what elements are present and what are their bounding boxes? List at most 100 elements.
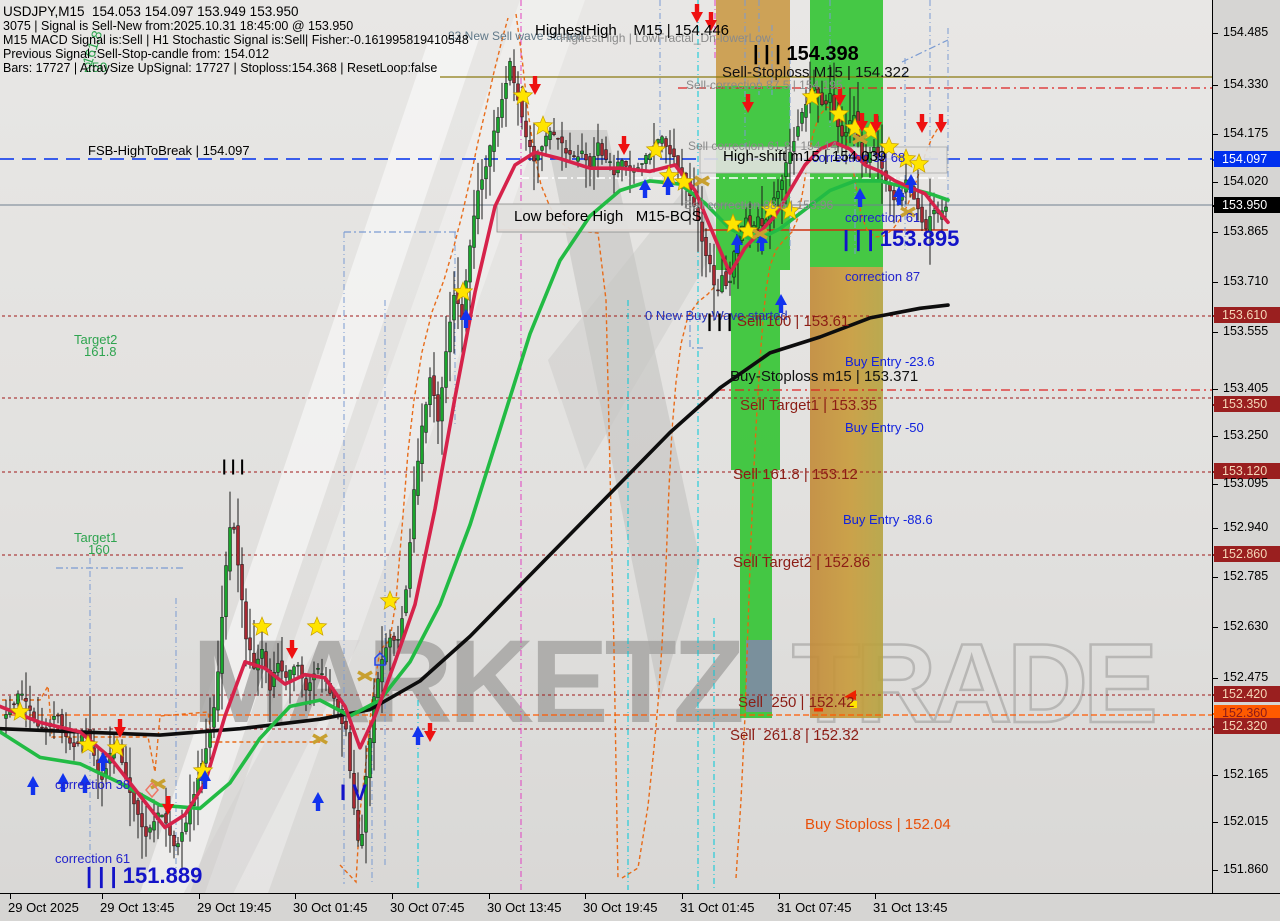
bars-info-line: Bars: 17727 | ArraySize UpSignal: 17727 … (3, 61, 438, 75)
price-axis[interactable]: 154.485 154.330 154.175 154.097 154.020 153.9… (1212, 0, 1280, 893)
price-axis-tick (1213, 527, 1218, 529)
time-label-3: 30 Oct 01:45 (293, 900, 368, 915)
star-signal-icon (251, 616, 273, 636)
candle-body (172, 835, 176, 847)
candle-body (608, 161, 612, 163)
ma-medium-green (0, 179, 950, 811)
star-signal-icon (673, 171, 695, 191)
price-axis-tick (1213, 725, 1218, 728)
candle-body (16, 693, 20, 705)
star-signal-icon (379, 590, 401, 610)
fractal-break-icon (374, 651, 386, 666)
candle-body (620, 160, 624, 168)
candle-body (720, 275, 724, 293)
candle-body (776, 191, 780, 199)
candle-body (868, 152, 872, 163)
candle-body (572, 155, 576, 158)
buy-arrow-icon (460, 309, 472, 328)
price-axis-tick (1213, 576, 1218, 578)
candle-body (352, 773, 356, 809)
time-axis-tick (295, 894, 296, 899)
candle-body (864, 154, 868, 164)
star-signal-icon (306, 616, 328, 636)
candle-body (384, 647, 388, 663)
candle-body (24, 698, 28, 702)
candle-body (12, 703, 16, 706)
candle-body (512, 66, 516, 84)
candle-body (296, 664, 300, 667)
candle-body (472, 215, 476, 248)
candle-body (644, 155, 648, 164)
candle-body (916, 198, 920, 210)
candle-body (840, 125, 844, 137)
price-axis-tick (1213, 231, 1218, 233)
chart-canvas[interactable]: MARKETZ TRADE (0, 0, 1212, 893)
sheen-stripe (548, 170, 720, 470)
price-axis-tick (1213, 693, 1218, 696)
candle-body (436, 394, 440, 422)
zigzag-line (735, 106, 945, 879)
price-label-154175: 154.175 (1223, 126, 1269, 140)
candle-body (712, 265, 716, 286)
indicator-signal-line: M15 MACD Signal is:Sell | H1 Stochastic … (3, 33, 469, 47)
candle-body (468, 245, 472, 283)
sell-arrow-icon (618, 136, 630, 155)
candle-body (452, 294, 456, 321)
price-axis-tick (1213, 281, 1218, 283)
price-label-152320: 152.320 (1214, 718, 1280, 734)
candle-body (832, 94, 836, 112)
candle-body (428, 377, 432, 405)
candle-body (492, 130, 496, 152)
candle-body (552, 131, 556, 136)
cross-signal-icon (752, 228, 768, 240)
price-label-152360: 152.360 (1214, 705, 1280, 721)
candle-body (72, 742, 76, 748)
candle-body (844, 132, 848, 137)
time-axis[interactable]: 29 Oct 2025 29 Oct 13:45 29 Oct 19:45 30 Oc… (0, 893, 1280, 921)
candle-body (424, 404, 428, 433)
candle-body (500, 99, 504, 118)
time-label-5: 30 Oct 13:45 (487, 900, 562, 915)
candle-body (580, 150, 584, 154)
candle-body (4, 714, 8, 719)
cross-signal-icon (900, 206, 916, 218)
price-label-153710: 153.710 (1223, 274, 1269, 288)
buy-arrow-icon (662, 176, 674, 195)
channel-step-line (901, 39, 949, 63)
candle-body (756, 216, 760, 229)
star-signal-icon (828, 103, 850, 123)
candle-body (136, 800, 140, 815)
candle-body (588, 156, 592, 167)
price-label-151860: 151.860 (1223, 862, 1269, 876)
sell-arrow-icon (935, 114, 947, 133)
candle-body (804, 103, 808, 118)
star-signal-icon (760, 199, 782, 219)
fractal-break-icon (145, 781, 159, 799)
star-signal-icon (645, 139, 667, 159)
candle-body (376, 678, 380, 699)
candle-body (600, 143, 604, 156)
price-label-153095: 153.095 (1223, 476, 1269, 490)
candle-body (668, 145, 672, 155)
cross-signal-icon (150, 778, 166, 790)
price-axis-tick (1213, 84, 1218, 86)
candle-body (704, 237, 708, 256)
sheen-stripe (183, 640, 360, 893)
candle-body (208, 730, 212, 748)
price-axis-tick (1213, 158, 1218, 161)
time-axis-tick (102, 894, 103, 899)
price-axis-tick (1213, 712, 1218, 715)
price-label-153950: 153.950 (1214, 197, 1280, 213)
candle-body (860, 142, 864, 158)
price-label-154330: 154.330 (1223, 77, 1269, 91)
candle-body (540, 146, 544, 151)
sell-arrow-icon (705, 12, 717, 31)
candle-body (56, 714, 60, 717)
signal-band (746, 640, 772, 712)
price-label-153865: 153.865 (1223, 224, 1269, 238)
buy-arrow-icon (412, 726, 424, 745)
candle-body (212, 707, 216, 728)
candle-body (280, 660, 284, 672)
candle-body (800, 112, 804, 124)
